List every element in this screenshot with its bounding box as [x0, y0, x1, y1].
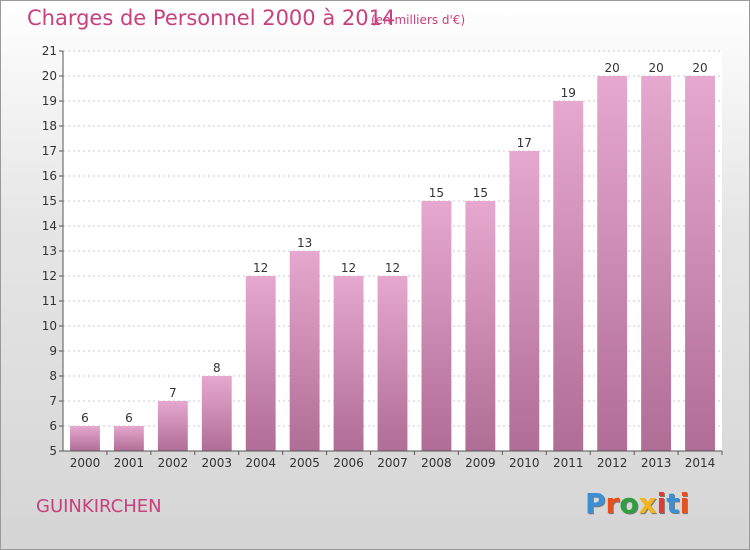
y-tick-label: 6 [49, 419, 57, 433]
logo-letter: i [656, 487, 667, 520]
y-tick-label: 14 [42, 219, 57, 233]
bars: 6 6 7 8 12 13 12 12 15 15 17 19 20 20 20 [70, 61, 715, 451]
y-tick-label: 20 [42, 69, 57, 83]
bar-value-label: 6 [81, 411, 89, 425]
commune-name: GUINKIRCHEN [36, 496, 162, 517]
bar-2004[interactable] [245, 276, 276, 451]
y-tick-label: 21 [42, 44, 57, 58]
x-tick-label: 2001 [114, 456, 145, 470]
x-tick-label: 2011 [553, 456, 584, 470]
bar-2013[interactable] [641, 76, 672, 451]
bar-value-label: 20 [648, 61, 663, 75]
bar-2008[interactable] [421, 201, 452, 451]
chart-title: Charges de Personnel 2000 à 2014 [27, 6, 396, 30]
x-tick-label: 2014 [685, 456, 716, 470]
bar-2002[interactable] [157, 401, 188, 451]
x-tick-label: 2003 [201, 456, 232, 470]
y-tick-label: 13 [42, 244, 57, 258]
bar-2007[interactable] [377, 276, 408, 451]
bar-2001[interactable] [113, 426, 144, 451]
x-tick-label: 2012 [597, 456, 628, 470]
bar-2006[interactable] [333, 276, 364, 451]
x-tick-label: 2010 [509, 456, 540, 470]
bar-2011[interactable] [553, 101, 584, 451]
y-tick-label: 10 [42, 319, 57, 333]
bar-value-label: 15 [473, 186, 488, 200]
x-tick-label: 2008 [421, 456, 452, 470]
y-tick-label: 5 [49, 444, 57, 458]
y-tick-label: 18 [42, 119, 57, 133]
bar-2009[interactable] [465, 201, 496, 451]
x-tick-label: 2009 [465, 456, 496, 470]
x-tick-label: 2000 [70, 456, 101, 470]
bar-value-label: 19 [561, 86, 576, 100]
chart-subtitle: (en milliers d'€) [371, 13, 466, 27]
logo-letter: i [679, 487, 690, 520]
x-tick-label: 2006 [333, 456, 364, 470]
bar-value-label: 17 [517, 136, 532, 150]
bar-value-label: 15 [429, 186, 444, 200]
bar-value-label: 12 [385, 261, 400, 275]
x-tick-label: 2007 [377, 456, 408, 470]
logo-letter: r [605, 487, 620, 520]
y-tick-label: 19 [42, 94, 57, 108]
y-tick-label: 12 [42, 269, 57, 283]
x-tick-label: 2004 [245, 456, 276, 470]
x-tick-label: 2002 [158, 456, 189, 470]
x-tick-label: 2013 [641, 456, 672, 470]
bar-2010[interactable] [509, 151, 540, 451]
proxiti-logo[interactable]: Proxiti [585, 487, 689, 520]
bar-value-label: 12 [341, 261, 356, 275]
y-tick-label: 16 [42, 169, 57, 183]
bar-value-label: 20 [605, 61, 620, 75]
bar-2005[interactable] [289, 251, 320, 451]
logo-letter: x [638, 487, 657, 520]
bar-value-label: 12 [253, 261, 268, 275]
bar-value-label: 6 [125, 411, 133, 425]
y-tick-label: 11 [42, 294, 57, 308]
x-axis: 2000 2001 2002 2003 2004 2005 2006 2007 2008 2009… [70, 451, 723, 470]
logo-letter: P [585, 487, 606, 520]
logo-letter: t [666, 487, 680, 520]
bar-2003[interactable] [201, 376, 232, 451]
bar-2012[interactable] [597, 76, 628, 451]
y-tick-label: 15 [42, 194, 57, 208]
bar-2014[interactable] [685, 76, 715, 451]
y-tick-label: 17 [42, 144, 57, 158]
y-tick-label: 7 [49, 394, 57, 408]
logo-letter: o [619, 487, 639, 520]
x-tick-label: 2005 [289, 456, 320, 470]
y-tick-label: 9 [49, 344, 57, 358]
bar-2000[interactable] [70, 426, 100, 451]
bar-value-label: 8 [213, 361, 221, 375]
bar-value-label: 20 [692, 61, 707, 75]
y-tick-label: 8 [49, 369, 57, 383]
y-axis: 5 6 7 8 9 10 11 12 13 14 15 16 17 18 19 20 21 [42, 44, 63, 458]
bar-value-label: 13 [297, 236, 312, 250]
bar-value-label: 7 [169, 386, 177, 400]
